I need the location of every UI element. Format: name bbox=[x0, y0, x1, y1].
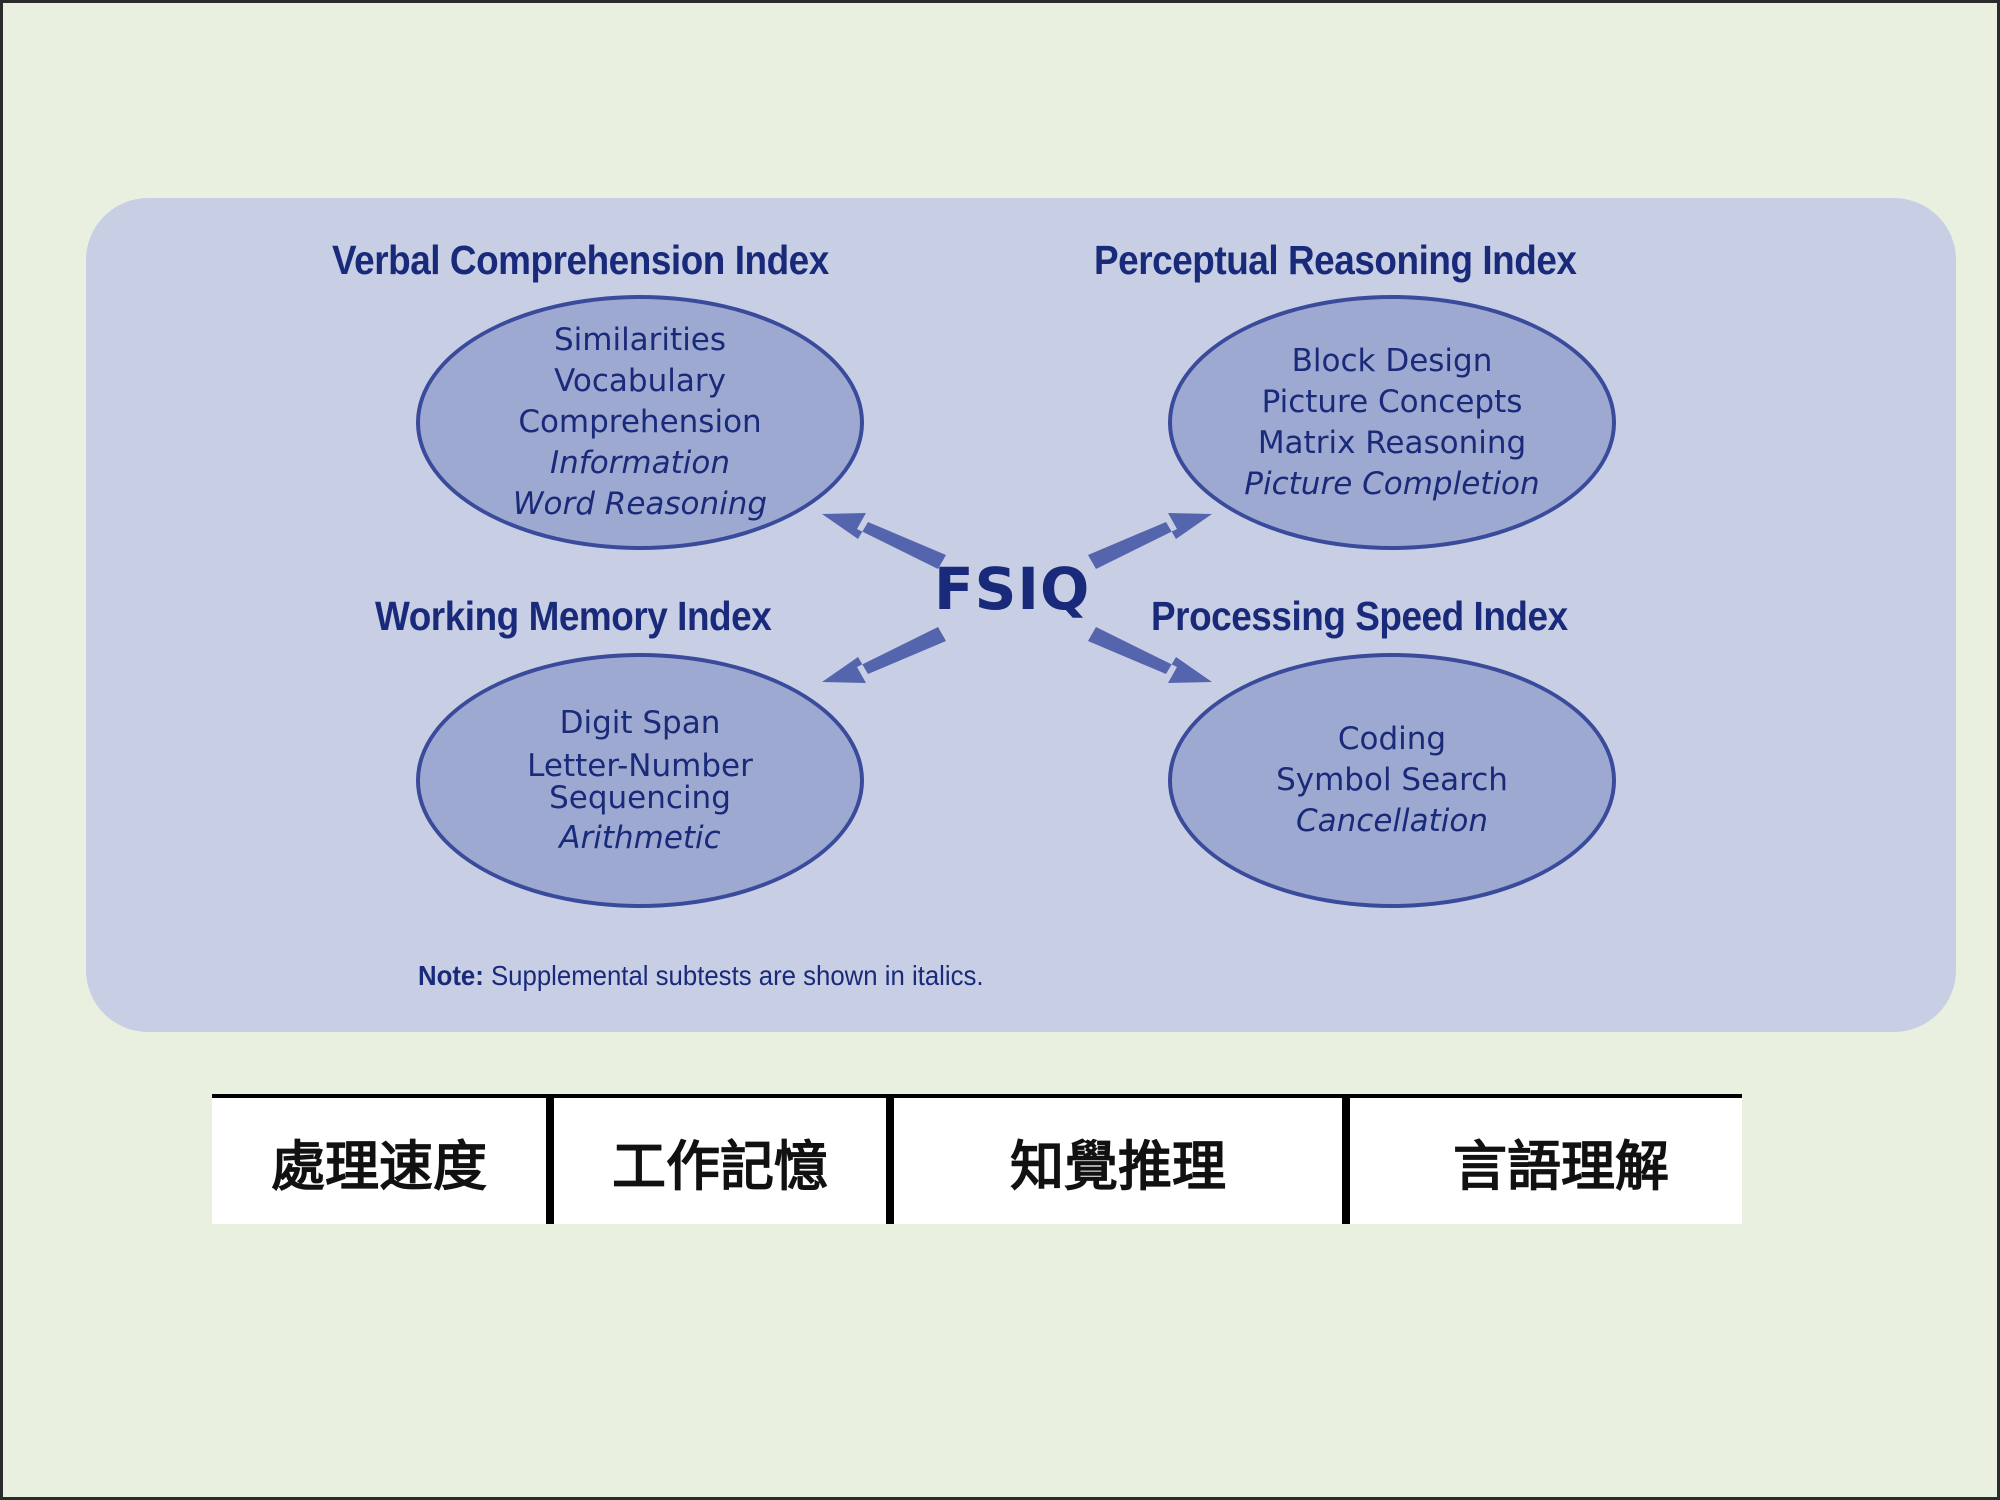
subtest-information: Information bbox=[550, 445, 730, 481]
subtest-matrix-reasoning: Matrix Reasoning bbox=[1257, 424, 1527, 461]
subtest-sequencing: Sequencing bbox=[549, 779, 731, 816]
fsiq-label: FSIQ bbox=[934, 555, 1091, 623]
perceptual-reasoning-title: Perceptual Reasoning Index bbox=[1094, 237, 1577, 283]
working-memory-ellipse: Digit Span Letter-Number Sequencing Arit… bbox=[416, 653, 864, 908]
subtest-similarities: Similarities bbox=[553, 322, 727, 358]
note-label: Note: bbox=[418, 960, 484, 991]
subtest-picture-concepts: Picture Concepts bbox=[1261, 383, 1523, 420]
working-memory-title: Working Memory Index bbox=[375, 593, 772, 639]
subtest-symbol-search: Symbol Search bbox=[1276, 762, 1508, 798]
subtest-vocabulary: Vocabulary bbox=[554, 363, 726, 399]
subtest-picture-completion: Picture Completion bbox=[1244, 465, 1540, 502]
note-text: Note: Supplemental subtests are shown in… bbox=[418, 960, 984, 992]
subtest-arithmetic: Arithmetic bbox=[559, 819, 721, 856]
subtest-comprehension: Comprehension bbox=[518, 404, 762, 440]
processing-speed-ellipse: Coding Symbol Search Cancellation bbox=[1168, 653, 1616, 908]
processing-speed-title: Processing Speed Index bbox=[1151, 593, 1568, 639]
subtest-cancellation: Cancellation bbox=[1295, 803, 1488, 839]
wisc-diagram-panel: Verbal Comprehension Index Perceptual Re… bbox=[86, 198, 1956, 1032]
verbal-comprehension-ellipse: Similarities Vocabulary Comprehension In… bbox=[416, 295, 864, 550]
perceptual-reasoning-ellipse: Block Design Picture Concepts Matrix Rea… bbox=[1168, 295, 1616, 550]
subtest-letter-number: Letter-Number bbox=[527, 747, 753, 784]
arrow-to-processing bbox=[1088, 627, 1212, 683]
label-verbal-comprehension: 言語理解 bbox=[1342, 1098, 1742, 1224]
subtest-word-reasoning: Word Reasoning bbox=[512, 486, 768, 522]
arrow-to-verbal bbox=[822, 513, 946, 569]
label-perceptual-reasoning: 知覺推理 bbox=[886, 1098, 1342, 1224]
note-body: Supplemental subtests are shown in itali… bbox=[490, 960, 984, 991]
arrows-layer bbox=[822, 513, 1212, 683]
chinese-label-table: 處理速度 工作記憶 知覺推理 言語理解 bbox=[212, 1094, 1742, 1224]
arrow-to-perceptual bbox=[1088, 513, 1212, 569]
subtest-coding: Coding bbox=[1337, 721, 1447, 757]
label-working-memory: 工作記憶 bbox=[546, 1098, 886, 1224]
label-processing-speed: 處理速度 bbox=[271, 1134, 487, 1198]
arrow-to-working bbox=[822, 627, 946, 683]
subtest-digit-span: Digit Span bbox=[559, 704, 721, 741]
verbal-comprehension-title: Verbal Comprehension Index bbox=[332, 237, 829, 283]
subtest-block-design: Block Design bbox=[1291, 342, 1493, 379]
